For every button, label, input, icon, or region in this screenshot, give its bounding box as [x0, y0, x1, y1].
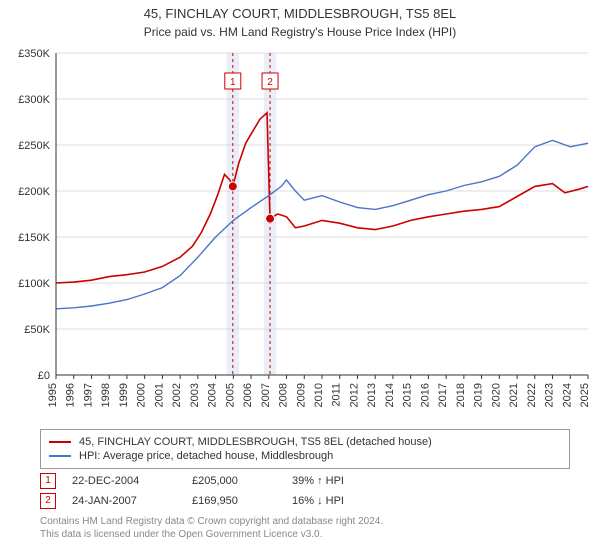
line-chart-svg: £0 £50K £100K £150K £200K £250K £300K £350K 1995… — [0, 43, 600, 423]
svg-text:2002: 2002 — [171, 383, 183, 407]
svg-text:2011: 2011 — [331, 383, 343, 407]
svg-text:2020: 2020 — [490, 383, 502, 407]
legend-box: 45, FINCHLAY COURT, MIDDLESBROUGH, TS5 8… — [40, 429, 570, 469]
svg-text:2017: 2017 — [437, 383, 449, 407]
svg-text:1: 1 — [230, 77, 236, 88]
svg-text:2003: 2003 — [189, 383, 201, 407]
legend-item-hpi: HPI: Average price, detached house, Midd… — [49, 450, 561, 462]
svg-text:2: 2 — [267, 77, 273, 88]
svg-text:2023: 2023 — [544, 383, 556, 407]
svg-text:1998: 1998 — [100, 383, 112, 407]
chart-area: £0 £50K £100K £150K £200K £250K £300K £350K 1995… — [0, 43, 600, 423]
sale-date-1: 22-DEC-2004 — [72, 475, 192, 487]
svg-text:2014: 2014 — [384, 383, 396, 407]
svg-text:1999: 1999 — [118, 383, 130, 407]
svg-text:2000: 2000 — [136, 383, 148, 407]
page-title: 45, FINCHLAY COURT, MIDDLESBROUGH, TS5 8… — [0, 6, 600, 23]
svg-text:2022: 2022 — [526, 383, 538, 407]
sale-price-1: £205,000 — [192, 475, 292, 487]
svg-text:£200K: £200K — [18, 186, 50, 198]
svg-text:2016: 2016 — [419, 383, 431, 407]
svg-text:£350K: £350K — [18, 48, 50, 60]
svg-text:£50K: £50K — [24, 324, 50, 336]
svg-text:1996: 1996 — [65, 383, 77, 407]
svg-text:£100K: £100K — [18, 278, 50, 290]
svg-text:2012: 2012 — [348, 383, 360, 407]
svg-text:2005: 2005 — [224, 383, 236, 407]
svg-text:£250K: £250K — [18, 140, 50, 152]
sale-delta-2: 16% ↓ HPI — [292, 495, 344, 507]
svg-text:2018: 2018 — [455, 383, 467, 407]
sale-delta-1: 39% ↑ HPI — [292, 475, 344, 487]
sale-price-2: £169,950 — [192, 495, 292, 507]
legend-label-hpi: HPI: Average price, detached house, Midd… — [79, 450, 333, 462]
svg-text:£150K: £150K — [18, 232, 50, 244]
sale-badge-1: 1 — [40, 473, 56, 489]
legend-item-property: 45, FINCHLAY COURT, MIDDLESBROUGH, TS5 8… — [49, 436, 561, 448]
svg-text:2025: 2025 — [579, 383, 591, 407]
legend-label-property: 45, FINCHLAY COURT, MIDDLESBROUGH, TS5 8… — [79, 436, 432, 448]
svg-text:2019: 2019 — [473, 383, 485, 407]
svg-text:2024: 2024 — [561, 383, 573, 407]
svg-text:2010: 2010 — [313, 383, 325, 407]
sale-row-2: 2 24-JAN-2007 £169,950 16% ↓ HPI — [40, 493, 570, 509]
footer-line-2: This data is licensed under the Open Gov… — [40, 528, 570, 541]
svg-text:2015: 2015 — [402, 383, 414, 407]
svg-text:£0: £0 — [38, 370, 50, 382]
svg-text:2013: 2013 — [366, 383, 378, 407]
svg-text:2006: 2006 — [242, 383, 254, 407]
svg-text:1995: 1995 — [47, 383, 59, 407]
svg-text:2008: 2008 — [278, 383, 290, 407]
sale-badge-2: 2 — [40, 493, 56, 509]
page-subtitle: Price paid vs. HM Land Registry's House … — [0, 25, 600, 39]
svg-text:£300K: £300K — [18, 94, 50, 106]
footer-line-1: Contains HM Land Registry data © Crown c… — [40, 515, 570, 528]
sale-date-2: 24-JAN-2007 — [72, 495, 192, 507]
svg-text:2004: 2004 — [207, 383, 219, 407]
sale-row-1: 1 22-DEC-2004 £205,000 39% ↑ HPI — [40, 473, 570, 489]
footer-attribution: Contains HM Land Registry data © Crown c… — [40, 515, 570, 541]
legend-swatch-hpi — [49, 455, 71, 457]
svg-text:1997: 1997 — [82, 383, 94, 407]
legend-swatch-property — [49, 441, 71, 443]
svg-text:2001: 2001 — [153, 383, 165, 407]
svg-text:2007: 2007 — [260, 383, 272, 407]
svg-text:2009: 2009 — [295, 383, 307, 407]
svg-text:2021: 2021 — [508, 383, 520, 407]
